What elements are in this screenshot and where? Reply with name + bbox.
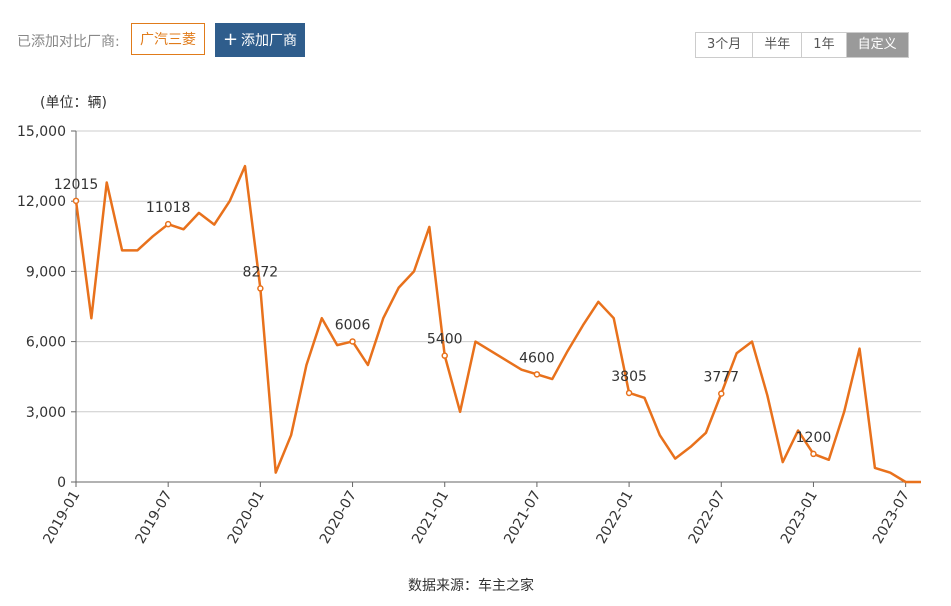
brand-tag[interactable]: 广汽三菱 xyxy=(131,23,205,55)
range-tab[interactable]: 3个月 xyxy=(696,33,753,57)
x-tick-label: 2019-07 xyxy=(133,488,176,547)
add-button[interactable]: + 添加厂商 xyxy=(215,23,305,57)
point xyxy=(257,285,264,292)
value-label: 1200 xyxy=(796,430,832,446)
add-button-text: 添加厂商 xyxy=(241,33,298,49)
x-tick-label: 2020-01 xyxy=(225,488,268,547)
point xyxy=(533,371,541,378)
unit-label: (单位：辆) xyxy=(40,95,107,111)
x-tick-label: 2022-07 xyxy=(686,488,729,547)
x-tick-label: 2023-07 xyxy=(870,488,913,547)
x-tick-label: 2023-01 xyxy=(778,488,821,547)
y-tick-label: 3,000 xyxy=(26,405,66,421)
point xyxy=(72,197,80,205)
value-label: 3777 xyxy=(703,370,739,386)
x-tick-label: 2019-01 xyxy=(40,488,83,547)
y-tick-label: 6,000 xyxy=(26,335,66,351)
point xyxy=(810,450,817,458)
x-tick-label: 2022-01 xyxy=(593,488,636,547)
source: 数据来源：车主之家 xyxy=(408,577,534,594)
value-label: 12015 xyxy=(54,177,99,193)
range-tabs: 3个月 半年 1年 自定义 xyxy=(695,32,909,58)
x-tick-label: 2021-07 xyxy=(501,488,544,547)
compare-label: 已添加对比厂商: xyxy=(17,34,120,50)
y-tick-label: 15,000 xyxy=(17,124,66,140)
value-label: 4600 xyxy=(519,350,555,366)
range-tab[interactable]: 1年 xyxy=(801,33,846,57)
point xyxy=(718,390,725,397)
point xyxy=(441,352,448,359)
point xyxy=(349,338,356,345)
point xyxy=(164,220,172,228)
line xyxy=(74,164,921,484)
range-tab[interactable]: 半年 xyxy=(752,33,802,57)
x-tick-label: 2021-01 xyxy=(409,488,452,547)
value-label: 3805 xyxy=(611,369,647,385)
x-tick-label: 2020-07 xyxy=(317,488,360,547)
value-label: 5400 xyxy=(427,332,463,348)
point xyxy=(625,389,633,397)
range-tab[interactable]: 自定义 xyxy=(845,33,908,57)
value-label: 8272 xyxy=(243,264,279,280)
value-label: 6006 xyxy=(335,317,371,333)
y-tick-label: 0 xyxy=(57,475,66,491)
y-tick-label: 9,000 xyxy=(26,264,66,280)
y-tick-label: 12,000 xyxy=(17,194,66,210)
value-label: 11018 xyxy=(146,200,191,216)
